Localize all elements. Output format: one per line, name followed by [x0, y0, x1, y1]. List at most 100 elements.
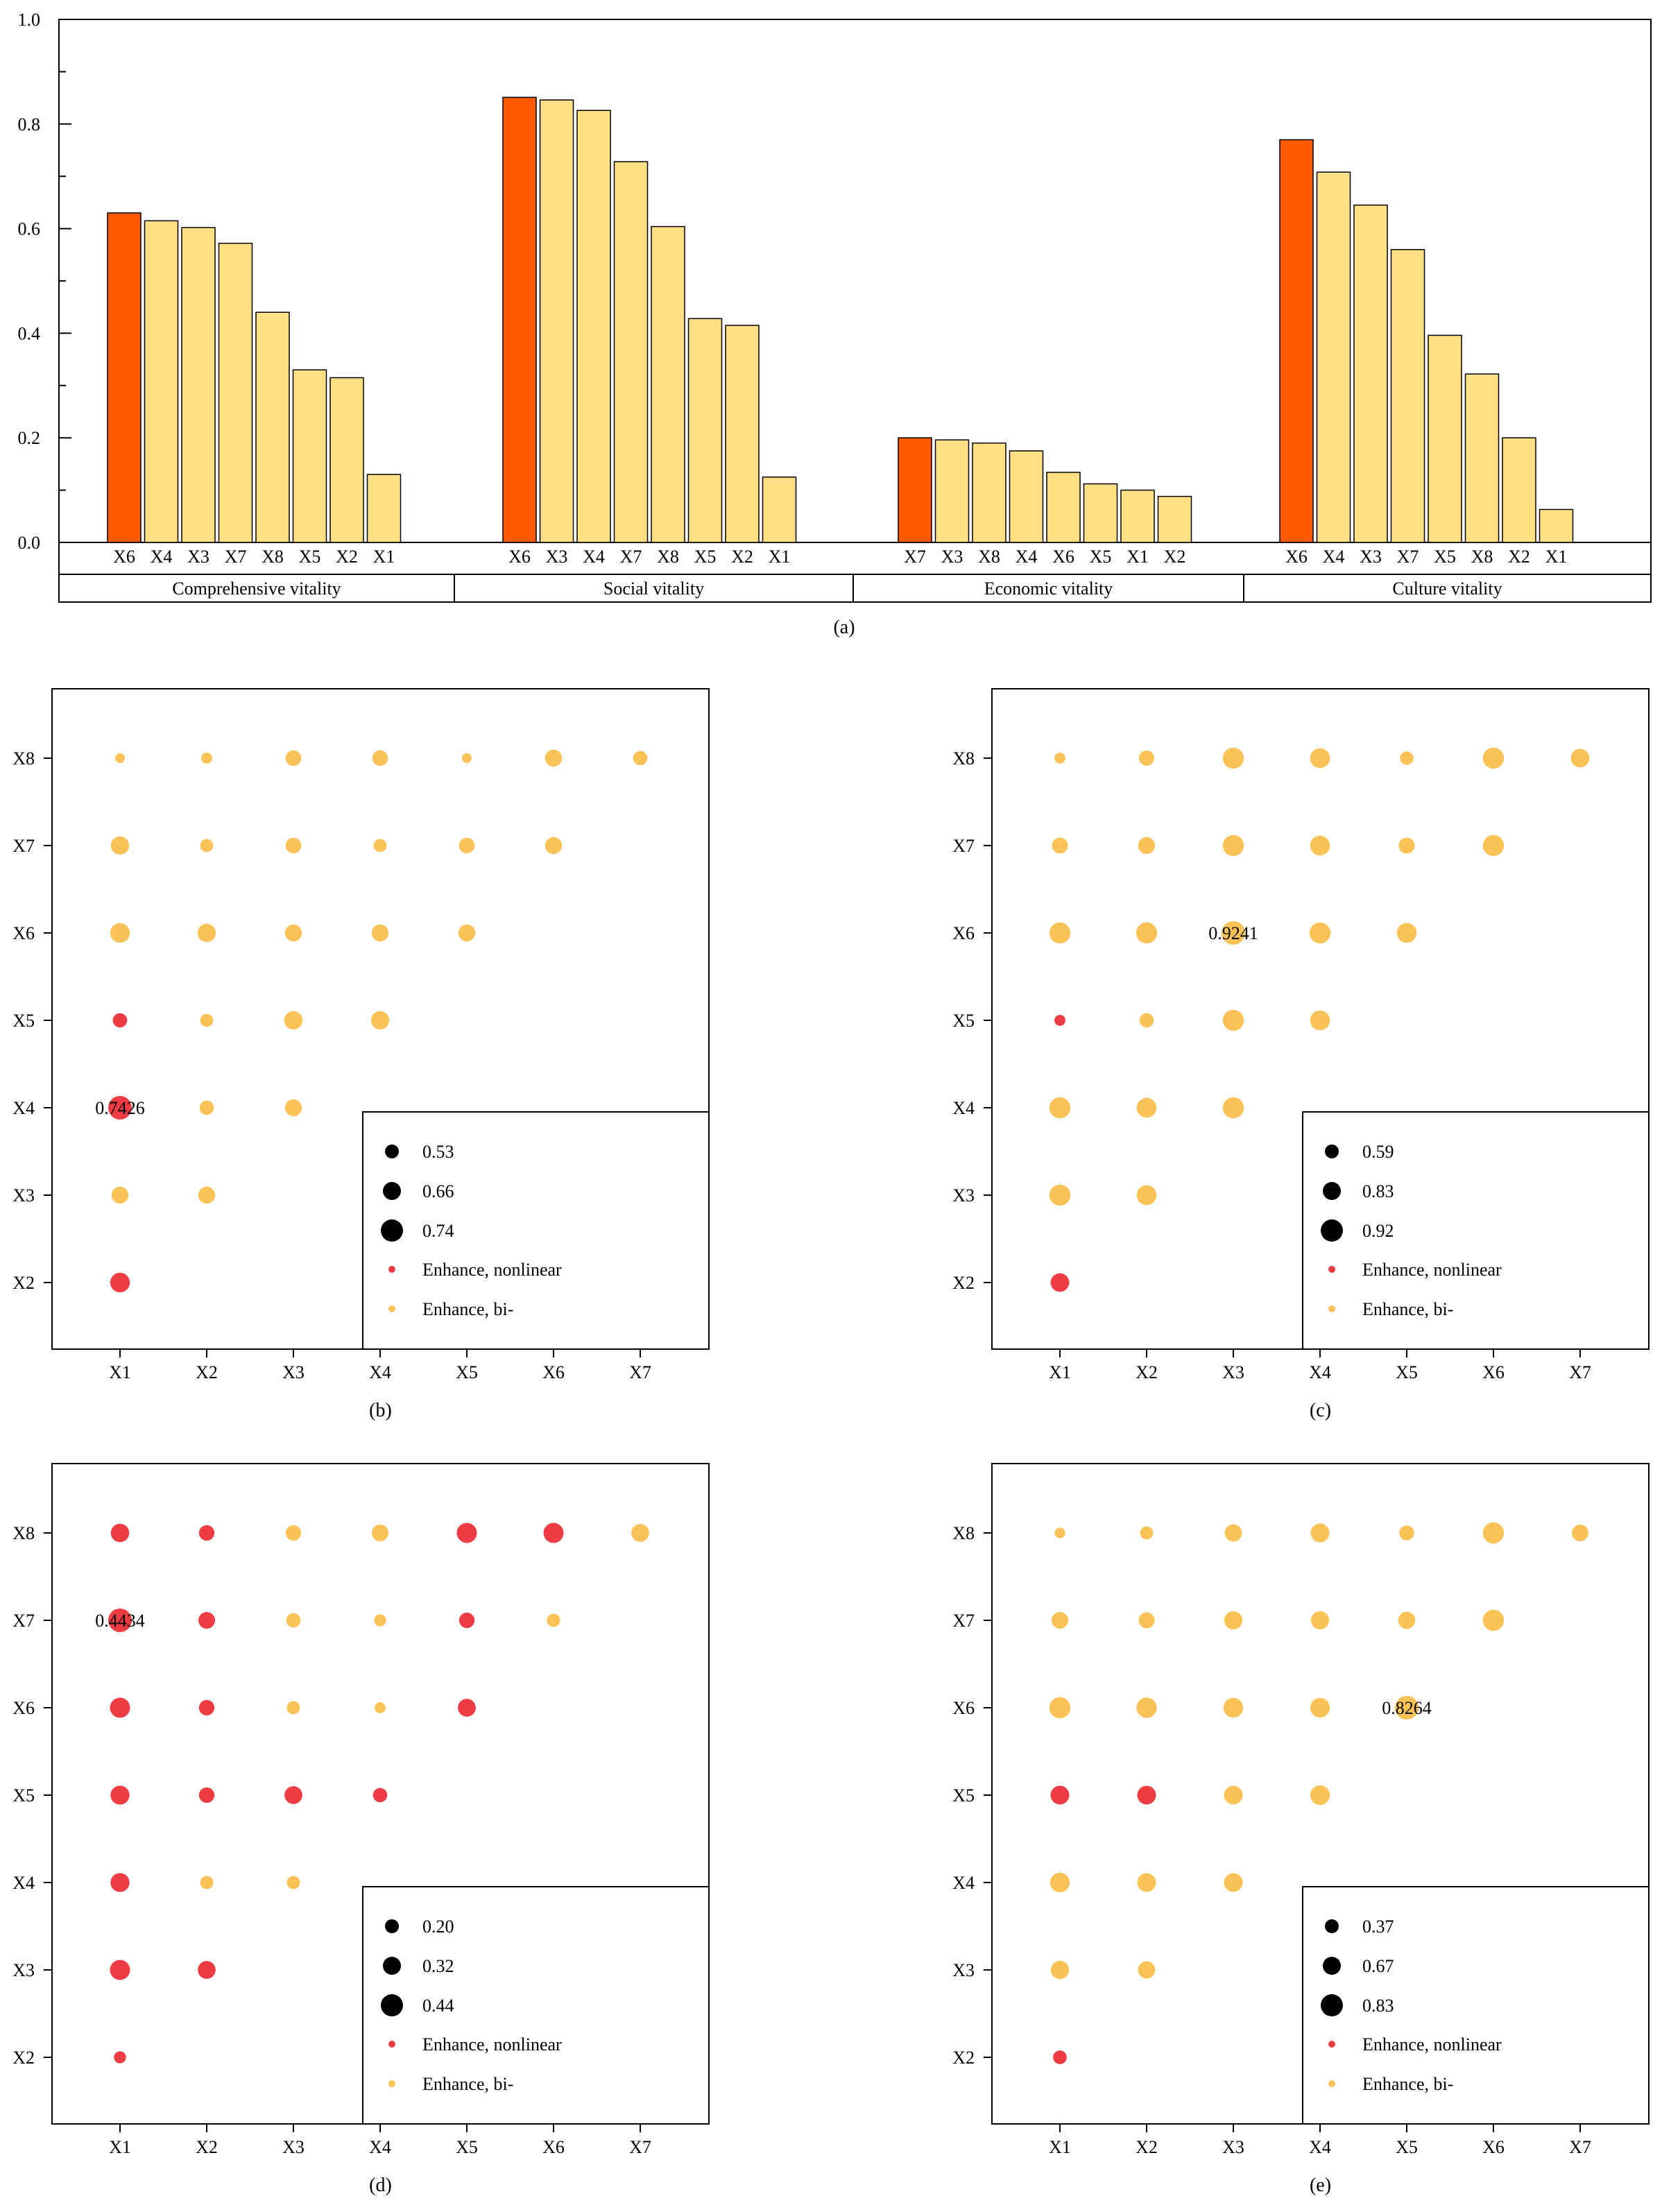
legend-box: [1302, 1111, 1650, 1350]
data-point: [375, 1702, 386, 1713]
legend-size-marker: [1323, 1957, 1341, 1975]
x-tick-label: X6: [1482, 1362, 1505, 1382]
x-tick-label: X3: [187, 547, 209, 567]
data-point: [459, 1612, 475, 1629]
y-tick-label: X7: [952, 1611, 975, 1631]
bar: [972, 442, 1006, 543]
x-tick-label: X5: [456, 1362, 478, 1382]
y-tick-label: X4: [12, 1098, 35, 1118]
data-point: [1050, 1872, 1070, 1893]
x-tick-label: X7: [629, 2137, 651, 2157]
legend-type-label: Enhance, bi-: [1362, 1299, 1453, 1319]
y-tick-label: X8: [952, 1523, 975, 1543]
x-tick-label: X3: [282, 1362, 305, 1382]
x-tick-label: X4: [1016, 547, 1038, 567]
bar-chart-a: 0.0 0.2 0.4 0.6 0.8 1.0 X6 X4 X3 X7 X8 X5 X2 X1 Compre…: [18, 10, 1652, 638]
x-tick-label: X7: [1569, 2137, 1591, 2157]
y-tick-label: X6: [12, 923, 35, 943]
data-point: [200, 1013, 214, 1027]
data-point: [1049, 922, 1071, 944]
y-tick-label: X8: [12, 748, 35, 769]
data-point: [545, 837, 563, 855]
bar: [1316, 171, 1351, 543]
bar: [107, 212, 142, 543]
legend-size-label: 0.83: [1362, 1181, 1394, 1201]
bar: [576, 110, 611, 543]
data-point: [1482, 1609, 1505, 1631]
y-tick-label: X4: [952, 1873, 975, 1893]
y-tick-label: X5: [952, 1011, 975, 1031]
x-tick-label: X7: [1569, 1362, 1591, 1382]
legend-size-marker: [1323, 1182, 1341, 1200]
data-point: [1570, 748, 1590, 768]
x-tick-label: X4: [1323, 547, 1345, 567]
point-annotation: 0.7426: [95, 1098, 145, 1118]
legend-type-label: Enhance, bi-: [1362, 2074, 1453, 2094]
data-point: [1223, 1697, 1244, 1718]
x-tick-label: X3: [1360, 547, 1382, 567]
x-tick-label: X5: [1090, 547, 1112, 567]
x-tick-label: X8: [262, 547, 284, 567]
legend-type-label: Enhance, nonlinear: [422, 2034, 562, 2055]
data-point: [1136, 1697, 1157, 1718]
data-point: [285, 837, 302, 854]
x-tick-label: X2: [196, 2137, 218, 2157]
data-point: [1138, 1612, 1155, 1629]
y-tick-label: 0.8: [18, 114, 41, 135]
legend-type-marker: [388, 2041, 395, 2048]
bar: [898, 437, 932, 543]
y-tick-label: 0.0: [18, 533, 41, 553]
data-point: [197, 923, 216, 943]
x-tick-label: X3: [1222, 2137, 1244, 2157]
x-tick-label: X2: [1136, 1362, 1158, 1382]
data-point: [1482, 834, 1505, 857]
data-point: [1054, 1015, 1065, 1026]
y-tick-label: X6: [952, 1698, 975, 1718]
y-tick-label: X5: [952, 1785, 975, 1806]
point-annotation: 0.4434: [95, 1611, 145, 1631]
y-tick-label: X4: [12, 1873, 35, 1893]
x-tick-label: X4: [369, 1362, 391, 1382]
data-point: [284, 924, 302, 942]
y-tick-label: X3: [952, 1185, 975, 1206]
bar: [181, 227, 216, 543]
data-point: [1136, 1097, 1157, 1118]
data-point: [198, 1525, 215, 1541]
legend-size-label: 0.44: [422, 1996, 454, 2016]
legend-type-marker: [388, 2080, 395, 2087]
legend-size-marker: [381, 1219, 403, 1242]
data-point: [110, 1785, 130, 1805]
x-tick-label: X6: [542, 1362, 565, 1382]
legend-size-label: 0.83: [1362, 1996, 1394, 2016]
bar: [1046, 472, 1081, 543]
bar: [1502, 437, 1536, 543]
data-point: [1049, 1184, 1071, 1206]
y-tick-label: X4: [952, 1098, 975, 1118]
x-tick-label: X2: [336, 547, 358, 567]
data-point: [199, 1100, 214, 1115]
x-tick-label: X5: [456, 2137, 478, 2157]
bar: [687, 318, 723, 543]
data-point: [373, 839, 387, 852]
x-tick-label: X8: [1471, 547, 1493, 567]
bar: [725, 325, 760, 543]
y-tick-label: 1.0: [18, 10, 41, 30]
x-tick-label: X4: [1309, 1362, 1331, 1382]
legend-size-label: 0.20: [422, 1917, 454, 1937]
legend-box: [1302, 1886, 1650, 2125]
legend-size-label: 0.37: [1362, 1917, 1394, 1937]
group-label: Culture vitality: [1392, 578, 1502, 599]
legend: 0.53 0.66 0.74 Enhance, nonlinear Enhance, b…: [362, 1111, 710, 1350]
data-point: [1224, 1611, 1243, 1630]
data-point: [462, 753, 472, 763]
data-point: [1050, 1785, 1070, 1805]
bar-group: X7 X3 X8 X4 X6 X5 X1 X2 Economic vitality: [898, 437, 1192, 599]
data-point: [1222, 1009, 1244, 1031]
data-point: [198, 1699, 215, 1716]
x-tick-label: X3: [941, 547, 963, 567]
data-point: [112, 1013, 128, 1028]
data-point: [1139, 751, 1154, 766]
legend-size-marker: [1321, 1219, 1343, 1242]
bar: [144, 220, 179, 543]
x-tick-label: X6: [1285, 547, 1308, 567]
